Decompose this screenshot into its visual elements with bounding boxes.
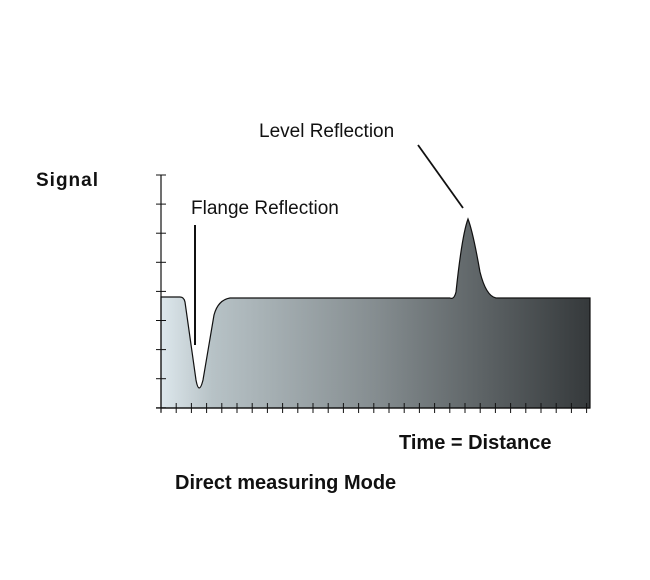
diagram-caption: Direct measuring Mode (175, 472, 397, 494)
level-pointer-line (417, 144, 464, 209)
x-axis-label: Time = Distance (399, 432, 552, 454)
x-ticks (160, 403, 588, 413)
flange-reflection-label: Flange Reflection (191, 198, 339, 219)
signal-area (160, 217, 591, 409)
y-axis-label: Signal (36, 170, 100, 191)
level-reflection-label: Level Reflection (259, 121, 395, 142)
